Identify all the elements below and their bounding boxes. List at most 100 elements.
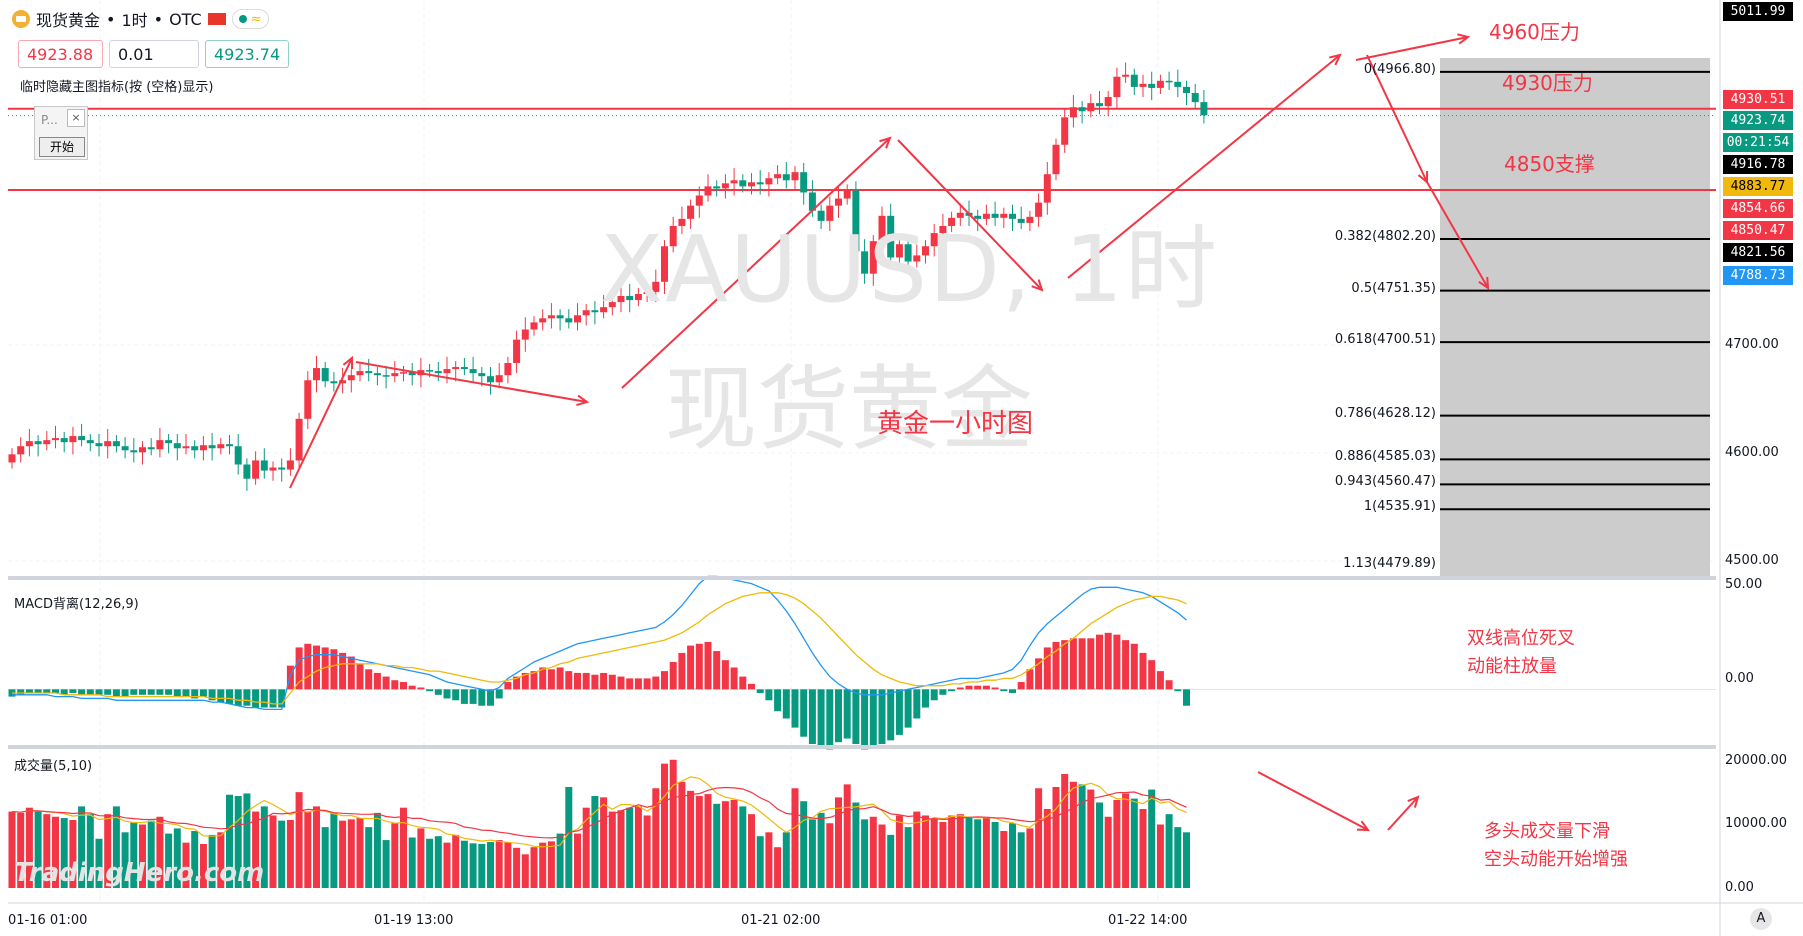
- macd-histogram-bar: [25, 689, 33, 693]
- candle-body: [347, 375, 355, 381]
- sell-button[interactable]: 4923.88: [18, 40, 103, 68]
- macd-histogram-bar: [86, 689, 94, 695]
- volume-bar: [182, 842, 190, 888]
- volume-bar: [939, 821, 947, 888]
- volume-bar: [617, 810, 625, 888]
- volume-bar: [1035, 788, 1043, 888]
- annotation-macd-cross: 双线高位死叉: [1467, 628, 1575, 649]
- volume-bar: [1183, 832, 1190, 888]
- candle-body: [487, 376, 494, 383]
- macd-histogram-bar: [704, 641, 712, 690]
- start-button[interactable]: 开始: [39, 137, 85, 157]
- market-status-pill[interactable]: ≈: [231, 9, 269, 29]
- candle-body: [513, 339, 521, 363]
- macd-histogram-bar: [634, 678, 642, 690]
- candle-body: [939, 225, 947, 234]
- trend-arrow-head: [1478, 276, 1490, 290]
- close-icon[interactable]: ×: [67, 109, 85, 127]
- candle-body: [1165, 80, 1173, 83]
- candle-body: [669, 225, 677, 247]
- candle-body: [1174, 81, 1182, 87]
- macd-title[interactable]: MACD背离(12,26,9): [14, 597, 139, 612]
- volume-bar: [243, 793, 251, 888]
- volume-bar: [513, 847, 521, 888]
- volume-bar: [922, 815, 929, 888]
- volume-bar: [652, 788, 660, 888]
- candle-body: [8, 454, 16, 463]
- macd-histogram-bar: [1009, 689, 1016, 693]
- volume-bar: [895, 815, 903, 888]
- candle-body: [1130, 74, 1138, 87]
- volume-title[interactable]: 成交量(5,10): [14, 759, 93, 774]
- floating-mini-panel[interactable]: P... × 开始: [34, 106, 88, 160]
- volume-bar: [1061, 774, 1069, 888]
- chart-grid: [8, 0, 1716, 900]
- volume-bar: [304, 811, 312, 888]
- macd-histogram-bar: [52, 689, 59, 693]
- auto-scale-button[interactable]: A: [1750, 908, 1772, 930]
- volume-bar: [739, 806, 747, 888]
- macd-histogram-bar: [60, 689, 68, 695]
- macd-histogram-bar: [661, 671, 668, 690]
- trend-arrow-head: [1457, 33, 1471, 45]
- macd-histogram-bar: [1035, 658, 1043, 690]
- candle-body: [234, 446, 242, 465]
- macd-histogram-bar: [582, 672, 590, 690]
- macd-histogram-bar: [643, 678, 651, 690]
- interval-label[interactable]: 1时: [121, 11, 148, 30]
- candle-body: [112, 441, 120, 447]
- volume-bar: [199, 843, 207, 888]
- macd-histogram-bar: [147, 689, 155, 695]
- candle-body: [339, 380, 347, 384]
- volume-bar: [43, 814, 51, 888]
- candle-body: [1078, 107, 1086, 112]
- macd-histogram-bar: [869, 689, 877, 746]
- macd-axis-label: 50.00: [1725, 577, 1763, 592]
- volume-bar: [382, 840, 390, 888]
- volume-bar: [574, 833, 581, 888]
- macd-histogram-bar: [556, 667, 564, 690]
- volume-bar: [8, 811, 16, 888]
- quantity-input[interactable]: 0.01: [109, 40, 199, 68]
- volume-bar: [756, 836, 764, 888]
- candle-body: [1183, 86, 1190, 93]
- volume-axis-label: 0.00: [1725, 880, 1754, 895]
- volume-bar: [687, 790, 695, 888]
- time-axis-label: 01-16 01:00: [8, 913, 88, 928]
- trend-arrow-line: [1426, 181, 1489, 289]
- candle-body: [626, 296, 634, 301]
- symbol-name[interactable]: 现货黄金: [36, 11, 101, 30]
- macd-axis-label: 0.00: [1725, 671, 1754, 686]
- macd-histogram-bar: [434, 689, 442, 695]
- macd-histogram-bar: [487, 689, 494, 706]
- volume-bar: [1104, 816, 1112, 888]
- macd-histogram-bar: [739, 676, 747, 690]
- symbol-header[interactable]: 现货黄金 • 1时 • OTC ≈: [12, 6, 269, 32]
- macd-histogram-bar: [199, 689, 207, 697]
- macd-histogram-bar: [260, 689, 268, 708]
- candle-body: [434, 371, 442, 374]
- annotation-volume-bears: 空头动能开始增强: [1484, 849, 1628, 870]
- candle-body: [156, 440, 164, 450]
- candle-body: [1096, 103, 1103, 107]
- macd-histogram-bar: [1148, 660, 1156, 690]
- header-separator: •: [106, 9, 116, 29]
- buy-button[interactable]: 4923.74: [205, 40, 289, 68]
- candle-body: [539, 318, 547, 323]
- candle-body: [687, 205, 695, 219]
- volume-bar: [208, 834, 216, 888]
- macd-histogram-bar: [252, 689, 260, 708]
- exchange-label: OTC: [169, 9, 202, 29]
- annotation-support-4850: 4850支撑: [1504, 152, 1595, 176]
- volume-bar: [286, 820, 294, 888]
- volume-bar: [948, 815, 956, 888]
- volume-bar: [965, 816, 973, 888]
- macd-histogram-bar: [460, 689, 468, 704]
- candle-body: [1122, 74, 1130, 77]
- trend-arrow-head: [1407, 795, 1420, 808]
- candle-body: [1113, 76, 1121, 98]
- gold-coin-icon: [12, 10, 30, 28]
- candle-body: [295, 418, 303, 461]
- volume-bar: [843, 784, 851, 888]
